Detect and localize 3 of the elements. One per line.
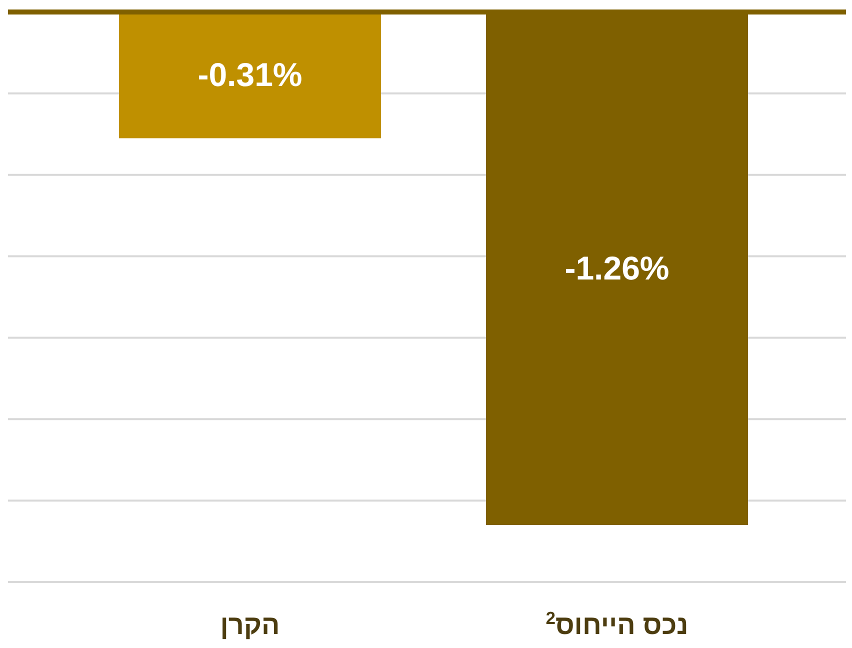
data-label: -0.31% [198, 56, 302, 94]
data-label: -1.26% [564, 250, 670, 286]
x-tick-label: הקרן [220, 610, 280, 640]
